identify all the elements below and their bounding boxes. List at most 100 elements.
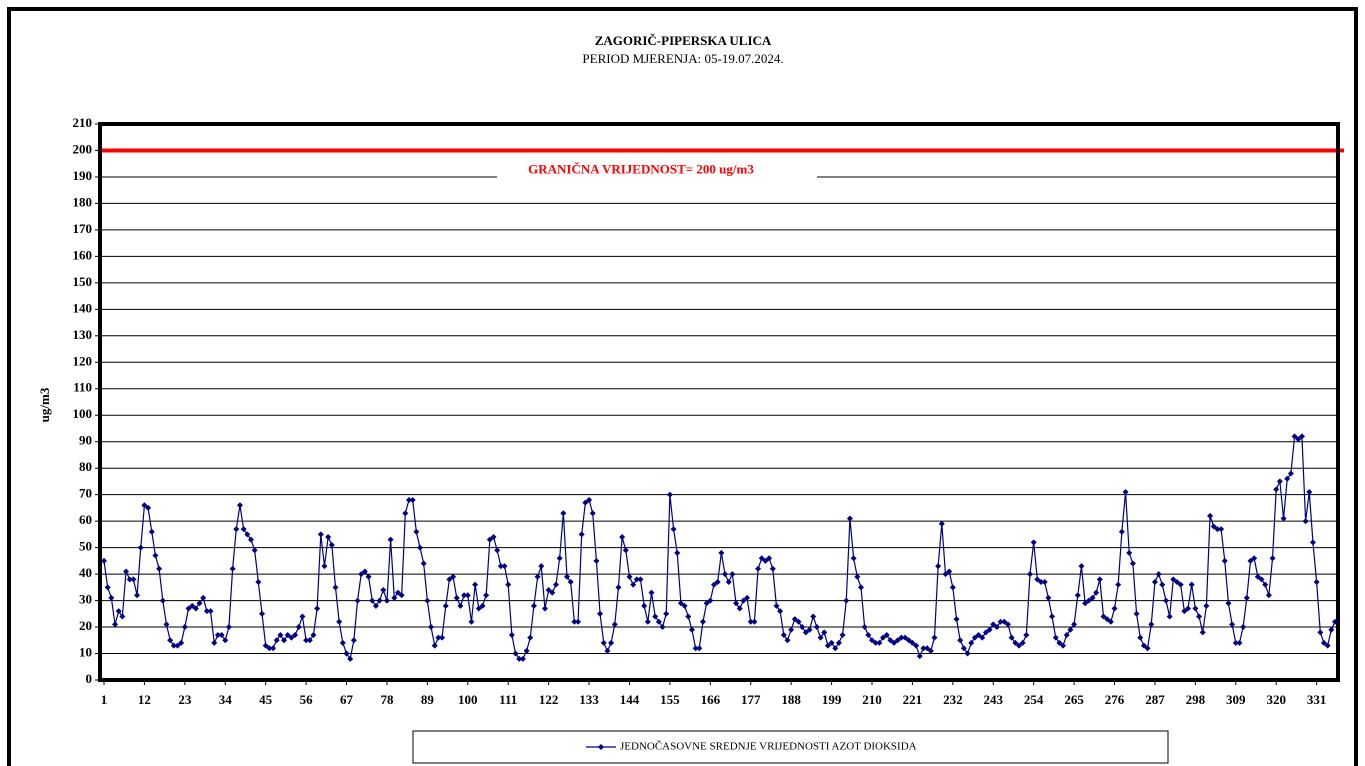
data-point	[696, 645, 703, 652]
data-point	[409, 496, 416, 503]
y-tick-label: 210	[73, 115, 93, 130]
data-point	[461, 592, 468, 599]
data-point	[729, 571, 736, 578]
data-point	[225, 624, 232, 631]
data-point	[310, 631, 317, 638]
data-point	[383, 597, 390, 604]
data-point	[751, 618, 758, 625]
data-point	[1151, 579, 1158, 586]
data-point	[784, 637, 791, 644]
data-point	[1012, 639, 1019, 646]
data-point	[365, 573, 372, 580]
x-tick-label: 155	[660, 692, 680, 707]
data-point	[295, 624, 302, 631]
data-point	[942, 571, 949, 578]
data-point	[497, 563, 504, 570]
data-point	[791, 616, 798, 623]
data-point	[986, 626, 993, 633]
data-point	[659, 624, 666, 631]
data-point	[292, 631, 299, 638]
data-point	[534, 573, 541, 580]
data-point	[130, 576, 137, 583]
data-point	[685, 613, 692, 620]
data-point	[398, 592, 405, 599]
data-point	[530, 602, 537, 609]
data-point	[145, 504, 152, 511]
data-point	[773, 602, 780, 609]
data-point	[637, 576, 644, 583]
data-point	[236, 502, 243, 509]
y-tick-label: 180	[73, 194, 93, 209]
data-point	[655, 618, 662, 625]
chart-title: ZAGORIČ-PIPERSKA ULICA	[595, 33, 772, 48]
data-point	[1280, 515, 1287, 522]
data-point	[306, 637, 313, 644]
data-point	[688, 626, 695, 633]
data-point	[244, 531, 251, 538]
data-point	[1225, 600, 1232, 607]
data-point	[273, 637, 280, 644]
data-point	[159, 597, 166, 604]
data-point	[1229, 621, 1236, 628]
y-tick-label: 40	[79, 565, 92, 580]
data-point	[652, 613, 659, 620]
data-point	[593, 557, 600, 564]
data-point	[736, 605, 743, 612]
data-point	[288, 634, 295, 641]
data-point	[137, 544, 144, 551]
data-point	[358, 571, 365, 578]
data-point	[1056, 639, 1063, 646]
x-tick-label: 78	[380, 692, 394, 707]
data-point	[372, 602, 379, 609]
data-point	[317, 531, 324, 538]
data-point	[630, 581, 637, 588]
data-point	[802, 629, 809, 636]
data-point	[964, 650, 971, 657]
x-tick-label: 221	[903, 692, 923, 707]
data-point	[394, 589, 401, 596]
data-point	[1140, 642, 1147, 649]
data-point	[1203, 602, 1210, 609]
data-point	[567, 579, 574, 586]
data-point	[1111, 605, 1118, 612]
data-point	[222, 637, 229, 644]
data-point	[894, 637, 901, 644]
data-point	[993, 624, 1000, 631]
data-point	[170, 642, 177, 649]
data-point	[891, 639, 898, 646]
data-point	[957, 637, 964, 644]
data-point	[905, 637, 912, 644]
x-tick-label: 34	[219, 692, 233, 707]
y-tick-label: 170	[73, 221, 93, 236]
data-point	[960, 645, 967, 652]
data-point	[115, 608, 122, 615]
threshold-label-bg	[497, 159, 817, 182]
x-tick-label: 67	[340, 692, 354, 707]
data-point	[902, 634, 909, 641]
data-point	[475, 605, 482, 612]
data-point	[1276, 478, 1283, 485]
data-point	[883, 631, 890, 638]
data-point	[1100, 613, 1107, 620]
data-point	[1284, 475, 1291, 482]
data-point	[615, 584, 622, 591]
data-point	[946, 568, 953, 575]
data-point	[1082, 600, 1089, 607]
data-point	[835, 639, 842, 646]
y-tick-label: 60	[79, 512, 92, 527]
data-point	[1041, 579, 1048, 586]
x-tick-label: 1	[101, 692, 108, 707]
data-point	[417, 544, 424, 551]
data-point	[119, 613, 126, 620]
data-point	[1240, 624, 1247, 631]
data-point	[1129, 560, 1136, 567]
data-point	[1177, 581, 1184, 588]
data-point	[442, 602, 449, 609]
data-point	[839, 631, 846, 638]
data-point	[376, 597, 383, 604]
data-point	[626, 573, 633, 580]
data-point	[975, 631, 982, 638]
data-point	[420, 560, 427, 567]
data-point	[1060, 642, 1067, 649]
data-point	[1258, 576, 1265, 583]
